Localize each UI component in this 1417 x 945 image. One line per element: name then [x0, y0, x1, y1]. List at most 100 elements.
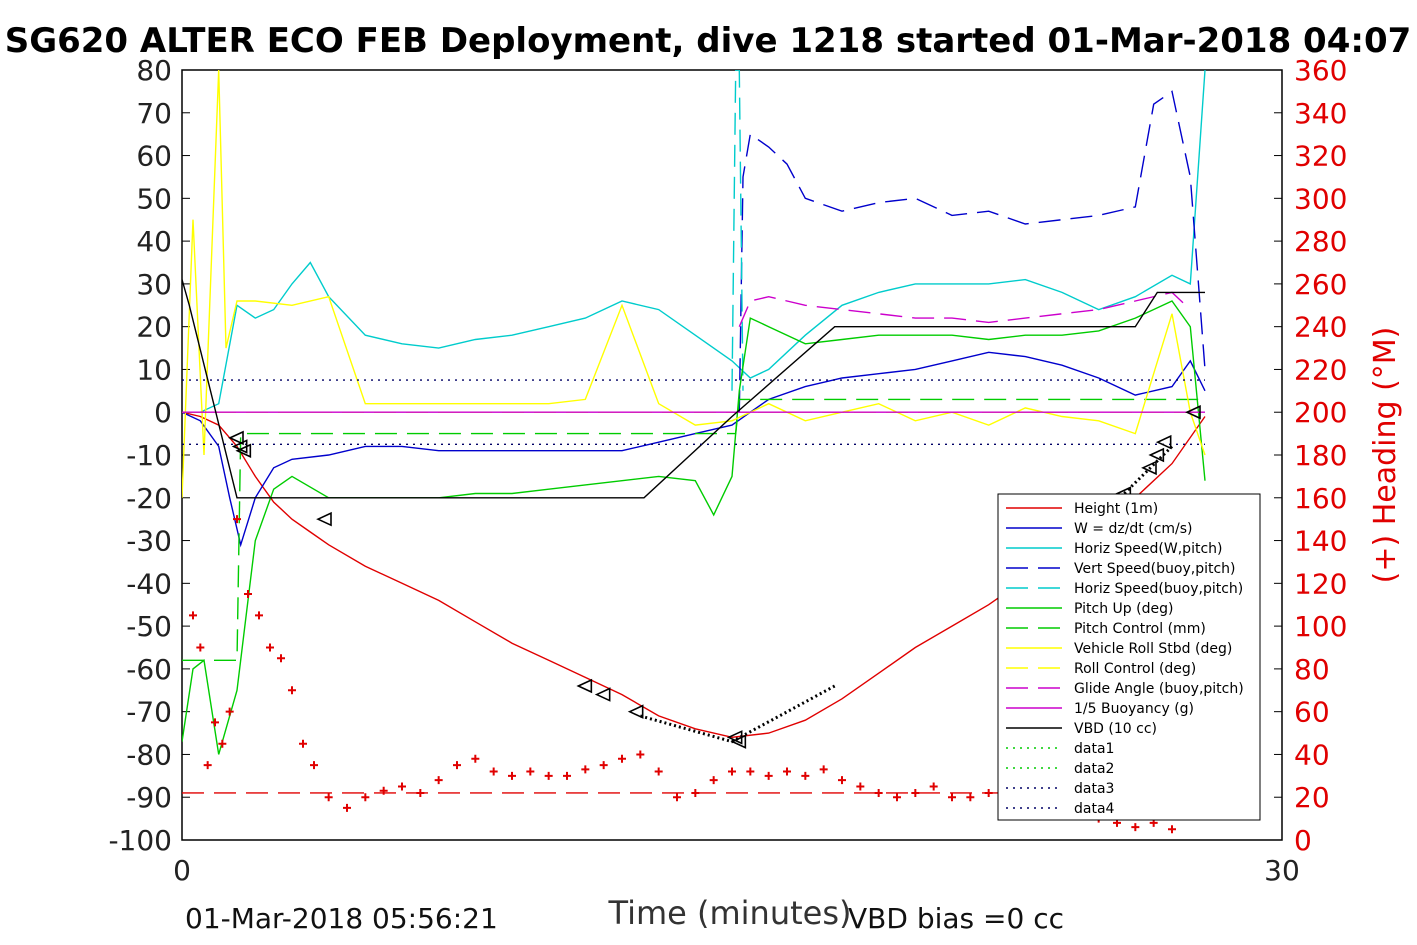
y-right-tick-label: 80 [1294, 653, 1330, 686]
heading-point [673, 793, 681, 802]
heading-point [361, 793, 370, 802]
x-tick-label: 30 [1264, 854, 1300, 887]
legend-entry-label: data3 [1074, 781, 1114, 797]
heading-point [189, 611, 197, 620]
legend-entry-label: data2 [1074, 761, 1114, 777]
triangle-marker [1185, 404, 1201, 420]
y-right-tick-label: 40 [1294, 738, 1330, 771]
y-axis-left: 80 70 60 50 40 30 20 10 0 -10 -20 -30 -40 -50 -60 -70 -8… [108, 54, 1282, 857]
heading-point [874, 788, 883, 797]
y-right-tick-label: 180 [1294, 439, 1347, 472]
series-line-w-dz-dt-cm-s [182, 351, 1206, 548]
triangle-marker [1141, 460, 1157, 476]
heading-point [728, 767, 736, 776]
triangle-marker [1148, 447, 1165, 463]
series-line-vbd-10-cc [182, 279, 1205, 499]
y-right-tick-label: 340 [1294, 97, 1347, 130]
y-tick-label: 0 [154, 396, 172, 429]
heading-point [1131, 823, 1140, 832]
heading-point [764, 771, 773, 780]
y-right-tick-label: 220 [1294, 353, 1347, 386]
heading-point [526, 767, 535, 776]
y-tick-label: -70 [126, 696, 172, 729]
heading-point [948, 793, 956, 802]
heading-point [211, 718, 219, 727]
x-axis-label: Time (minutes) [608, 894, 852, 932]
legend-entry-label: data1 [1074, 741, 1114, 757]
legend-entry-label: Horiz Speed(W,pitch) [1074, 541, 1222, 557]
y-tick-label: -30 [126, 525, 172, 558]
y-tick-label: 10 [136, 353, 172, 386]
y-right-tick-label: 200 [1294, 396, 1347, 429]
y-tick-label: -20 [126, 482, 172, 515]
heading-point [225, 707, 234, 716]
legend-entry-label: Horiz Speed(buoy,pitch) [1074, 581, 1243, 597]
y-tick-label: 70 [136, 97, 172, 130]
heading-point [244, 590, 252, 599]
y-tick-label: 60 [136, 140, 172, 173]
heading-point [801, 771, 810, 780]
heading-point [599, 761, 608, 770]
heading-point [911, 788, 920, 797]
heading-point [203, 761, 212, 770]
legend-entry-label: Glide Angle (buoy,pitch) [1074, 681, 1244, 697]
triangle-marker [316, 511, 332, 527]
y-tick-label: 30 [136, 268, 172, 301]
y-right-tick-label: 360 [1294, 54, 1347, 87]
legend-entry-label: Vehicle Roll Stbd (deg) [1074, 641, 1232, 657]
series-line-horiz-speed-w-pitch [182, 70, 1206, 413]
heading-point [783, 767, 791, 776]
marker-layer [228, 404, 1201, 749]
heading-point [233, 515, 241, 524]
legend-entry-label: Pitch Control (mm) [1074, 621, 1206, 637]
y-right-tick-label: 100 [1294, 610, 1347, 643]
y-right-tick-label: 140 [1294, 525, 1347, 558]
heading-point [489, 767, 498, 776]
heading-point [563, 771, 571, 780]
y-tick-label: 40 [136, 225, 172, 258]
heading-point [819, 765, 828, 774]
triangle-marker [730, 734, 747, 749]
heading-point [746, 767, 755, 776]
series-line-horiz-speed-buoy-pitch [731, 70, 744, 391]
y-right-tick-label: 320 [1294, 140, 1347, 173]
series-layer [182, 70, 1206, 834]
y-tick-label: -90 [126, 781, 172, 814]
legend-entry-label: Vert Speed(buoy,pitch) [1074, 561, 1236, 577]
legend-entry-label: 1/5 Buoyancy (g) [1074, 701, 1194, 717]
heading-point [636, 750, 645, 759]
heading-point [266, 643, 274, 652]
y-right-tick-label: 300 [1294, 182, 1347, 215]
legend: Height (1m) W = dz/dt (cm/s) Horiz Speed(W… [997, 493, 1261, 821]
y-right-tick-label: 120 [1294, 567, 1347, 600]
y-tick-label: -60 [126, 653, 172, 686]
heading-point [929, 782, 938, 791]
heading-point [966, 793, 975, 802]
y-tick-label: 50 [136, 182, 172, 215]
heading-point [709, 776, 718, 785]
x-axis: 0 30 [173, 854, 1300, 887]
y-right-tick-label: 260 [1294, 268, 1347, 301]
heading-point [255, 611, 263, 620]
triangle-marker [627, 704, 644, 719]
chart-title: SG620 ALTER ECO FEB Deployment, dive 121… [5, 21, 1412, 61]
heading-point [893, 793, 901, 802]
y-right-tick-label: 20 [1294, 781, 1330, 814]
series-line-vert-speed-buoy-pitch [738, 90, 1206, 413]
y-right-tick-label: 240 [1294, 311, 1347, 344]
y-right-tick-label: 0 [1294, 824, 1312, 857]
heading-point [508, 771, 516, 780]
heading-point [453, 761, 461, 770]
legend-entry-label: data4 [1074, 801, 1115, 817]
x-tick-label: 0 [173, 854, 191, 887]
heading-point [299, 739, 307, 748]
legend-entry-label: VBD (10 cc) [1074, 721, 1157, 737]
legend-entry-label: W = dz/dt (cm/s) [1074, 521, 1193, 537]
y-axis-right-label: (+) Heading (°M) [1368, 327, 1403, 584]
y-tick-label: -50 [126, 610, 172, 643]
heading-point [398, 782, 406, 791]
heading-point [654, 767, 663, 776]
legend-entry-label: Height (1m) [1074, 501, 1158, 517]
footer-vbd-bias: VBD bias =0 cc [848, 902, 1064, 935]
heading-point [1168, 825, 1176, 834]
